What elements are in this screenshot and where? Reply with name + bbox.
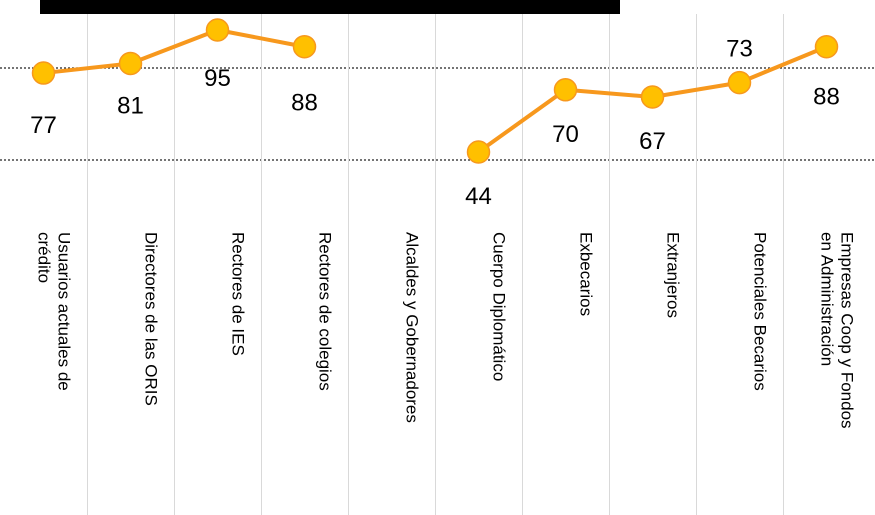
category-label-2: Directores de las ORIS	[142, 232, 161, 406]
series-line-segment-3	[215, 28, 307, 49]
category-label-8-line-1: Extranjeros	[664, 232, 683, 318]
data-label-9: 73	[726, 36, 753, 63]
category-label-7: Exbecarios	[577, 232, 596, 316]
data-point-7	[553, 78, 578, 102]
category-label-8: Extranjeros	[664, 232, 683, 318]
data-label-10: 88	[813, 84, 840, 111]
category-label-2-line-1: Directores de las ORIS	[142, 232, 161, 406]
series-line-segment-9	[737, 44, 829, 85]
data-label-8: 67	[639, 128, 666, 155]
title-bar	[40, 0, 620, 14]
data-point-1	[31, 61, 56, 85]
data-label-7: 70	[552, 121, 579, 148]
category-label-5-line-1: Alcaldes y Gobernadores	[403, 232, 422, 423]
category-label-6: Cuerpo Diplomático	[490, 232, 509, 381]
data-point-10	[814, 34, 839, 59]
category-label-10-line-2: en Administración	[818, 232, 837, 366]
category-label-3: Rectores de IES	[229, 232, 248, 356]
series-line-segment-8	[650, 80, 742, 99]
data-point-6	[466, 140, 491, 164]
series-line-segment-7	[563, 87, 655, 99]
data-point-2	[118, 51, 143, 76]
series-line-segment-2	[128, 28, 220, 66]
category-label-6-line-1: Cuerpo Diplomático	[490, 232, 509, 381]
data-point-4	[292, 34, 317, 59]
data-point-8	[640, 85, 665, 109]
category-label-4-line-1: Rectores de colegios	[316, 232, 335, 391]
category-label-5: Alcaldes y Gobernadores	[403, 232, 422, 423]
data-point-3	[205, 18, 230, 42]
data-label-4: 88	[291, 90, 318, 117]
category-label-1-line-1: Usuarios actuales de	[55, 232, 74, 391]
data-point-9	[727, 70, 752, 95]
data-label-1: 77	[30, 112, 57, 139]
category-label-3-line-1: Rectores de IES	[229, 232, 248, 356]
category-label-9: Potenciales Becarios	[751, 232, 770, 391]
category-label-4: Rectores de colegios	[316, 232, 335, 391]
category-label-7-line-1: Exbecarios	[577, 232, 596, 316]
data-label-2: 81	[117, 92, 144, 119]
category-label-10-line-1: Empresas Coop y Fondos	[838, 232, 857, 429]
category-label-1-line-2: crédito	[35, 232, 54, 283]
series-line-segment-1	[41, 61, 133, 76]
category-label-9-line-1: Potenciales Becarios	[751, 232, 770, 391]
data-label-6: 44	[465, 183, 492, 210]
series-line-segment-6	[476, 87, 568, 154]
data-label-3: 95	[204, 65, 231, 92]
